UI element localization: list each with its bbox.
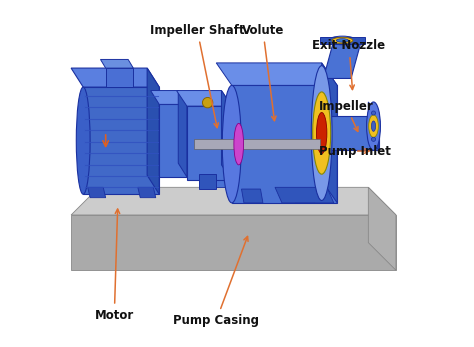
Ellipse shape [337, 39, 348, 42]
Polygon shape [194, 139, 320, 149]
Polygon shape [275, 187, 334, 203]
Polygon shape [368, 187, 396, 270]
Ellipse shape [328, 36, 356, 45]
Polygon shape [147, 68, 159, 194]
Polygon shape [138, 187, 156, 198]
Ellipse shape [76, 87, 90, 194]
Polygon shape [187, 106, 232, 180]
Ellipse shape [332, 37, 353, 44]
Ellipse shape [313, 92, 331, 174]
Ellipse shape [311, 66, 332, 201]
Polygon shape [232, 85, 337, 203]
Text: Motor: Motor [95, 209, 134, 322]
Polygon shape [71, 187, 396, 215]
Polygon shape [244, 187, 323, 194]
Ellipse shape [234, 124, 244, 165]
Polygon shape [151, 91, 187, 104]
Text: Pump Inlet: Pump Inlet [319, 145, 391, 158]
Polygon shape [320, 37, 365, 44]
Text: Exit Nozzle: Exit Nozzle [312, 39, 386, 90]
Polygon shape [83, 87, 159, 194]
Ellipse shape [202, 98, 213, 108]
Polygon shape [330, 116, 379, 150]
Polygon shape [100, 59, 133, 68]
Polygon shape [88, 187, 106, 198]
Polygon shape [176, 91, 232, 106]
Polygon shape [368, 102, 379, 150]
Polygon shape [178, 91, 187, 177]
Ellipse shape [222, 85, 241, 203]
Polygon shape [106, 68, 133, 87]
Circle shape [372, 111, 375, 115]
Polygon shape [293, 189, 315, 203]
Ellipse shape [372, 121, 375, 131]
Polygon shape [71, 215, 396, 270]
Circle shape [372, 137, 375, 141]
Text: Impeller: Impeller [319, 100, 374, 132]
Polygon shape [322, 63, 337, 203]
Ellipse shape [317, 112, 327, 154]
Text: Pump Casing: Pump Casing [173, 236, 259, 327]
Polygon shape [221, 91, 232, 180]
Ellipse shape [366, 102, 381, 150]
Polygon shape [199, 174, 216, 189]
Polygon shape [71, 68, 159, 87]
Text: Impeller Shaft: Impeller Shaft [150, 24, 245, 128]
Polygon shape [216, 63, 337, 85]
Polygon shape [241, 189, 263, 203]
Polygon shape [323, 41, 361, 78]
Polygon shape [199, 174, 227, 187]
Polygon shape [159, 104, 187, 177]
Ellipse shape [369, 115, 378, 137]
Text: Volute: Volute [242, 24, 284, 121]
